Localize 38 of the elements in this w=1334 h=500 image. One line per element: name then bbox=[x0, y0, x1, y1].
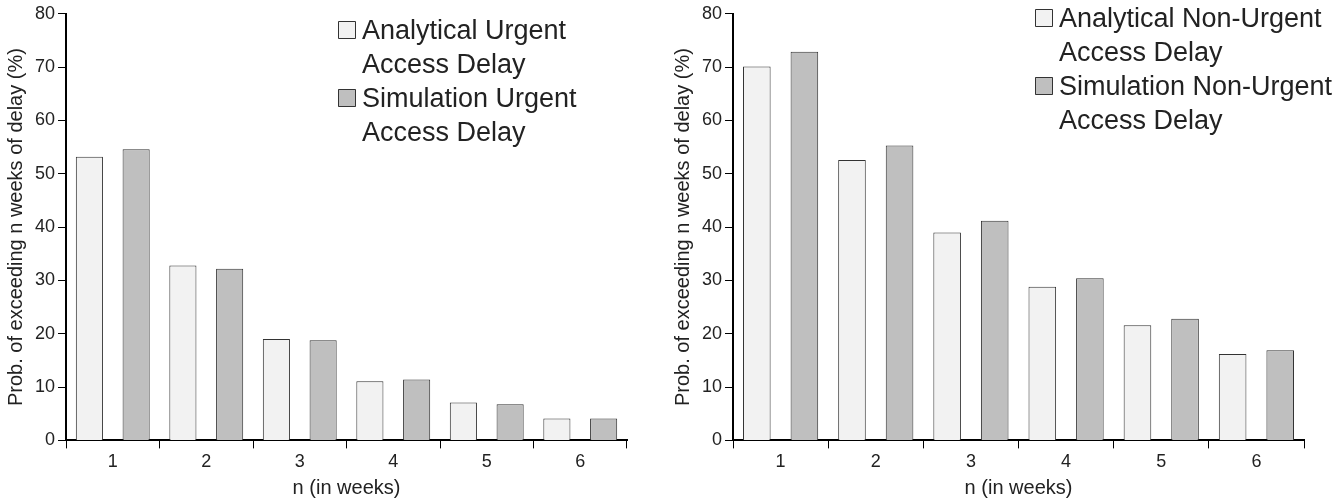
y-tick-label: 70 bbox=[701, 56, 723, 77]
y-tick-label: 50 bbox=[34, 162, 56, 183]
legend-label: Simulation Non-Urgent Access Delay bbox=[1059, 71, 1333, 135]
x-tick-label: 5 bbox=[1156, 451, 1167, 472]
y-tick-label: 60 bbox=[701, 109, 723, 130]
legend-label: Simulation Urgent Access Delay bbox=[362, 83, 578, 147]
x-tick-label: 3 bbox=[294, 451, 305, 472]
y-tick-label: 10 bbox=[34, 376, 56, 397]
y-tick-label: 80 bbox=[701, 2, 723, 23]
x-tick-label: 4 bbox=[388, 451, 399, 472]
y-axis-title: Prob. of exceeding n weeks of delay (%) bbox=[3, 48, 26, 407]
y-axis-title: Prob. of exceeding n weeks of delay (%) bbox=[670, 48, 693, 407]
x-tick-label: 1 bbox=[107, 451, 118, 472]
x-tick-label: 6 bbox=[575, 451, 586, 472]
x-axis-title: n (in weeks) bbox=[292, 475, 401, 498]
x-tick-label: 1 bbox=[775, 451, 786, 472]
y-tick-label: 60 bbox=[34, 109, 56, 130]
y-tick-label: 30 bbox=[34, 269, 56, 290]
legend-label: Analytical Non-Urgent Access Delay bbox=[1059, 3, 1323, 67]
legend-label: Analytical Urgent Access Delay bbox=[362, 15, 567, 79]
x-tick-label: 4 bbox=[1061, 451, 1072, 472]
x-tick-label: 2 bbox=[870, 451, 881, 472]
y-tick-label: 70 bbox=[34, 56, 56, 77]
x-tick-label: 3 bbox=[965, 451, 976, 472]
y-tick-label: 0 bbox=[712, 429, 723, 450]
y-tick-label: 40 bbox=[701, 216, 723, 237]
y-tick-label: 0 bbox=[45, 429, 56, 450]
y-tick-label: 40 bbox=[34, 216, 56, 237]
y-tick-label: 80 bbox=[34, 2, 56, 23]
y-tick-label: 30 bbox=[701, 269, 723, 290]
x-tick-label: 2 bbox=[201, 451, 212, 472]
x-tick-label: 5 bbox=[481, 451, 492, 472]
y-tick-label: 10 bbox=[701, 376, 723, 397]
y-tick-label: 20 bbox=[701, 322, 723, 343]
x-axis-title: n (in weeks) bbox=[964, 475, 1073, 498]
x-tick-label: 6 bbox=[1251, 451, 1262, 472]
y-tick-label: 50 bbox=[701, 162, 723, 183]
y-tick-label: 20 bbox=[34, 322, 56, 343]
